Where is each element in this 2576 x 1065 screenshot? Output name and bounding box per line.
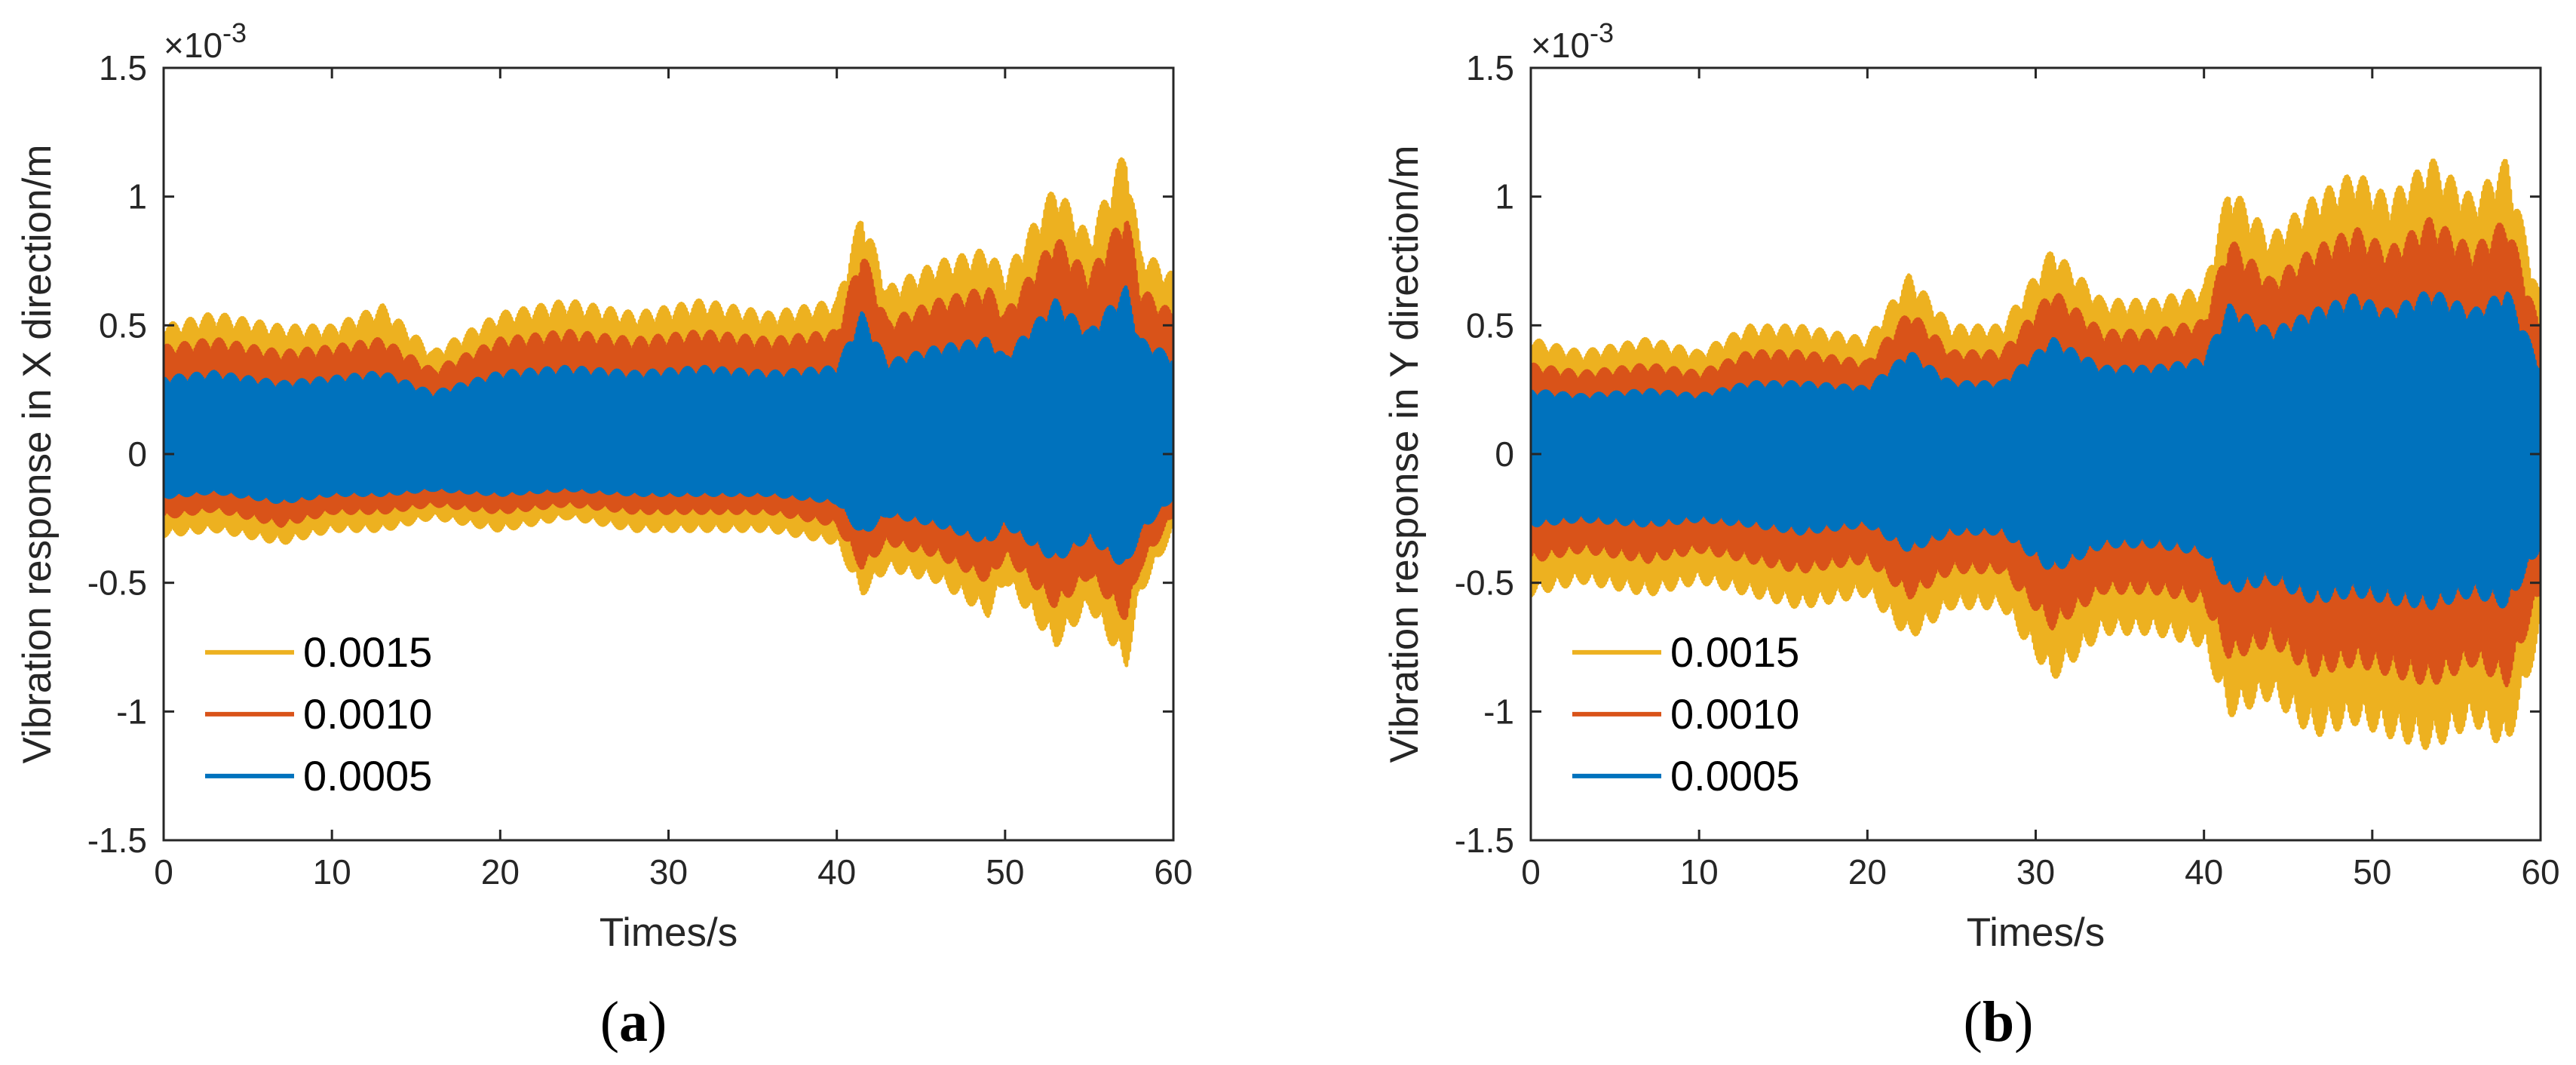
panel-caption: (b) [1964, 990, 2034, 1054]
y-axis-label: Vibration response in X direction/m [15, 145, 60, 764]
y-tick-label: 1 [127, 177, 147, 216]
exponent-power: -3 [1590, 17, 1614, 48]
x-tick-label: 10 [1680, 852, 1719, 892]
x-tick-label: 40 [817, 852, 856, 892]
y-tick-label: 1.5 [1466, 48, 1514, 87]
legend-label: 0.0005 [303, 752, 432, 800]
series-line-0.0005 [1531, 291, 2541, 611]
x-tick-label: 30 [649, 852, 688, 892]
legend-label: 0.0010 [1670, 690, 1799, 738]
x-tick-label: 30 [2016, 852, 2055, 892]
exponent-base: ×10 [1531, 26, 1590, 65]
x-tick-label: 40 [2185, 852, 2223, 892]
exponent-label: ×10-3 [164, 17, 247, 65]
y-axis-label: Vibration response in Y direction/m [1382, 145, 1427, 763]
y-tick-label: 0.5 [1466, 305, 1514, 345]
x-axis-label: Times/s [1967, 910, 2105, 955]
legend-label: 0.0015 [303, 628, 432, 676]
series-group [164, 157, 1173, 668]
exponent-label: ×10-3 [1531, 17, 1614, 65]
y-tick-label: 0.5 [99, 305, 147, 345]
x-tick-label: 50 [2353, 852, 2391, 892]
y-tick-label: -0.5 [1455, 563, 1514, 603]
x-tick-label: 60 [2521, 852, 2559, 892]
y-tick-label: 1.5 [99, 48, 147, 87]
y-tick-label: -1.5 [87, 821, 147, 860]
panel-a: 0 10 20 30 40 50 60 1.5 1 0.5 0 -0.5 -1 -1.5 ×10-3 Time… [15, 17, 1193, 1054]
panel-caption: (a) [600, 990, 667, 1054]
x-tick-label: 60 [1154, 852, 1192, 892]
x-tick-label: 0 [154, 852, 173, 892]
y-tick-label: -1 [116, 692, 147, 731]
exponent-base: ×10 [164, 26, 222, 65]
y-tick-label: -1 [1483, 692, 1514, 731]
panel-b: 0 10 20 30 40 50 60 1.5 1 0.5 0 -0.5 -1 -1.5 ×10-3 Time… [1382, 17, 2560, 1054]
x-tick-label: 20 [481, 852, 520, 892]
x-tick-label: 20 [1848, 852, 1887, 892]
caption-letter: b [1983, 990, 2014, 1054]
caption-letter: a [619, 990, 648, 1054]
x-tick-label: 0 [1521, 852, 1541, 892]
y-tick-label: -0.5 [87, 563, 147, 603]
legend-label: 0.0010 [303, 690, 432, 738]
x-tick-label: 10 [313, 852, 351, 892]
exponent-power: -3 [222, 17, 247, 48]
y-tick-label: 0 [127, 434, 147, 474]
x-tick-label: 50 [986, 852, 1024, 892]
y-tick-label: 1 [1495, 177, 1514, 216]
series-line-0.0005 [164, 285, 1173, 565]
y-tick-label: 0 [1495, 434, 1514, 474]
legend-label: 0.0015 [1670, 628, 1799, 676]
x-axis-label: Times/s [600, 910, 738, 955]
y-tick-label: -1.5 [1455, 821, 1514, 860]
legend-label: 0.0005 [1670, 752, 1799, 800]
series-group [1531, 158, 2541, 750]
